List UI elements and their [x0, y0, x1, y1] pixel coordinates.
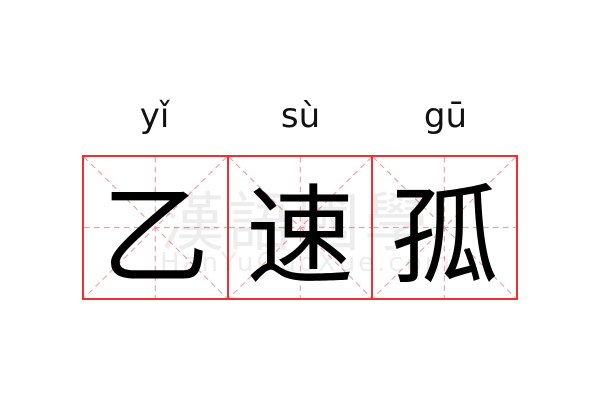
pinyin-2: sù [280, 96, 321, 136]
guide-lines [228, 157, 372, 298]
character-grid: 乙 速 孤 [82, 155, 518, 300]
character: 乙 [101, 174, 210, 300]
pinyin-3: gū [423, 96, 468, 136]
character: 孤 [390, 174, 499, 300]
character-cell-2: 速 [226, 157, 372, 300]
character-cell-1: 乙 [84, 157, 227, 300]
pinyin-1: yǐ [139, 96, 170, 136]
guide-lines [373, 157, 517, 298]
guide-lines [84, 157, 227, 298]
character: 速 [246, 174, 355, 300]
character-cell-3: 孤 [371, 157, 517, 300]
